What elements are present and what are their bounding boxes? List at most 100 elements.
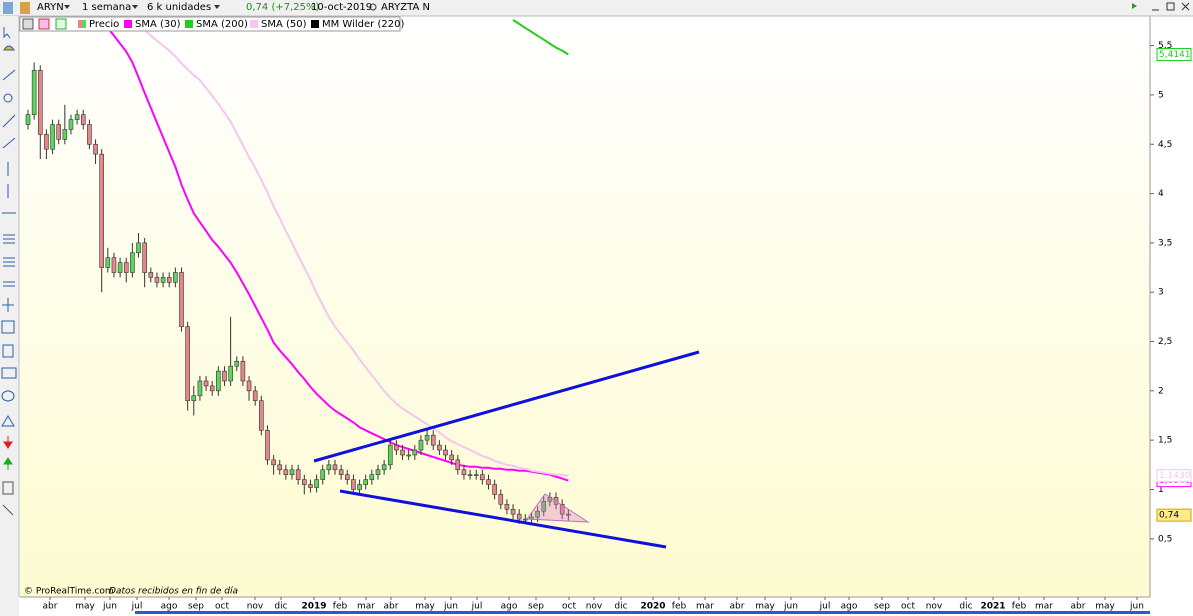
candle-body <box>31 69 37 115</box>
candle-body <box>523 518 528 521</box>
period[interactable]: 1 semana <box>82 2 131 13</box>
window-icon[interactable] <box>1132 3 1137 9</box>
candle-body <box>209 385 215 392</box>
candle-body <box>418 439 424 451</box>
candle-body <box>375 469 381 475</box>
x-tick-label: abr <box>1071 602 1086 612</box>
legend-swatch <box>250 20 258 28</box>
trend-line[interactable] <box>339 489 667 549</box>
x-tick-label: mar <box>1035 602 1053 612</box>
close[interactable] <box>1181 2 1190 11</box>
x-tick-label: ago <box>841 602 858 612</box>
indicator-line <box>143 29 569 477</box>
candle-body <box>80 114 86 125</box>
candle-body <box>265 430 270 461</box>
candle-body <box>99 153 104 268</box>
symbol[interactable]: ARYN <box>37 2 64 13</box>
x-tick-label: dic <box>614 602 627 612</box>
y-tick-label: 4,5 <box>1158 140 1172 150</box>
candle-body <box>246 380 252 392</box>
x-tick-label: jun <box>102 602 117 612</box>
candle-body <box>443 449 448 456</box>
y-tick-label: 2,5 <box>1158 337 1172 347</box>
menu-icon[interactable] <box>3 2 13 14</box>
candle-body <box>566 513 571 516</box>
legend-label[interactable]: Precio <box>89 19 119 30</box>
y-tick-label: 2 <box>1158 386 1164 396</box>
candle-body <box>105 257 111 268</box>
candle-body <box>216 370 221 392</box>
x-tick-label: abr <box>43 602 58 612</box>
quote: 0,74 (+7,25%) <box>246 2 319 13</box>
candle-body <box>412 449 418 456</box>
last-value-box <box>1156 469 1192 483</box>
indicator-line <box>107 27 569 482</box>
legend-label: MM Wilder (220) <box>322 19 404 30</box>
candle-body <box>301 479 307 485</box>
legend-label: SMA (200) <box>196 19 248 30</box>
candle-body <box>222 370 227 382</box>
candle-body <box>314 479 319 488</box>
trend-line[interactable] <box>313 350 700 463</box>
candle-body <box>394 444 399 451</box>
candle-body <box>179 272 184 328</box>
candle-body <box>467 474 473 476</box>
x-tick-label: dic <box>274 602 287 612</box>
candle-body <box>130 252 135 273</box>
candle-body <box>541 501 547 512</box>
units[interactable]: 6 k unidades <box>147 2 211 13</box>
toolbar <box>0 0 1193 16</box>
legend-button[interactable] <box>38 18 50 30</box>
maximize[interactable] <box>1166 2 1175 11</box>
candle-body <box>369 474 375 480</box>
candle-body <box>166 277 172 283</box>
x-tick-label: nov <box>926 602 943 612</box>
x-tick-label: 2019 <box>301 602 326 612</box>
last-value-box <box>1156 47 1192 61</box>
tool-icon[interactable] <box>20 2 30 14</box>
x-tick-label: oct <box>215 602 229 612</box>
candle-body <box>424 434 430 441</box>
candle-body <box>50 124 55 150</box>
x-tick-label: sep <box>874 602 890 612</box>
candle-body <box>535 510 540 518</box>
x-tick-label: jul <box>131 602 143 612</box>
candle-body <box>240 360 246 382</box>
side-toolbar <box>0 16 19 616</box>
triangle-drawing[interactable] <box>526 493 590 523</box>
candle-body <box>37 69 43 135</box>
legend-swatch <box>124 20 132 28</box>
candle-body <box>93 143 98 155</box>
candle-body <box>203 380 209 387</box>
candle-body <box>271 459 276 466</box>
last-value-box <box>1156 508 1192 522</box>
candle-body <box>252 390 258 402</box>
side-tools[interactable] <box>1 27 17 516</box>
x-tick-label: nov <box>586 602 603 612</box>
legend-button[interactable] <box>55 18 67 30</box>
x-tick-label: jun <box>1129 602 1144 612</box>
candle-body <box>486 479 491 485</box>
x-tick-label: ago <box>161 602 178 612</box>
candle-body <box>197 380 203 397</box>
candle-body <box>338 469 344 475</box>
x-tick-label: sep <box>528 602 544 612</box>
price-axis <box>1150 16 1193 597</box>
legend-button[interactable] <box>22 18 34 30</box>
candle-body <box>234 360 240 367</box>
candle-body <box>62 129 68 140</box>
x-tick-label: feb <box>333 602 348 612</box>
x-tick-label: sep <box>188 602 204 612</box>
x-tick-label: may <box>1095 602 1115 612</box>
candle-body <box>87 124 92 145</box>
scrollbar[interactable] <box>135 611 1150 614</box>
candle-body <box>160 277 166 283</box>
candle-body <box>400 449 405 456</box>
instrument-name: ARYZTA N <box>381 2 430 13</box>
x-tick-label: abr <box>384 602 399 612</box>
candle-body <box>351 479 356 490</box>
legend-swatch <box>78 20 82 28</box>
candle-body <box>473 474 479 476</box>
candle-body <box>504 503 510 510</box>
legend-label: SMA (50) <box>261 19 307 30</box>
